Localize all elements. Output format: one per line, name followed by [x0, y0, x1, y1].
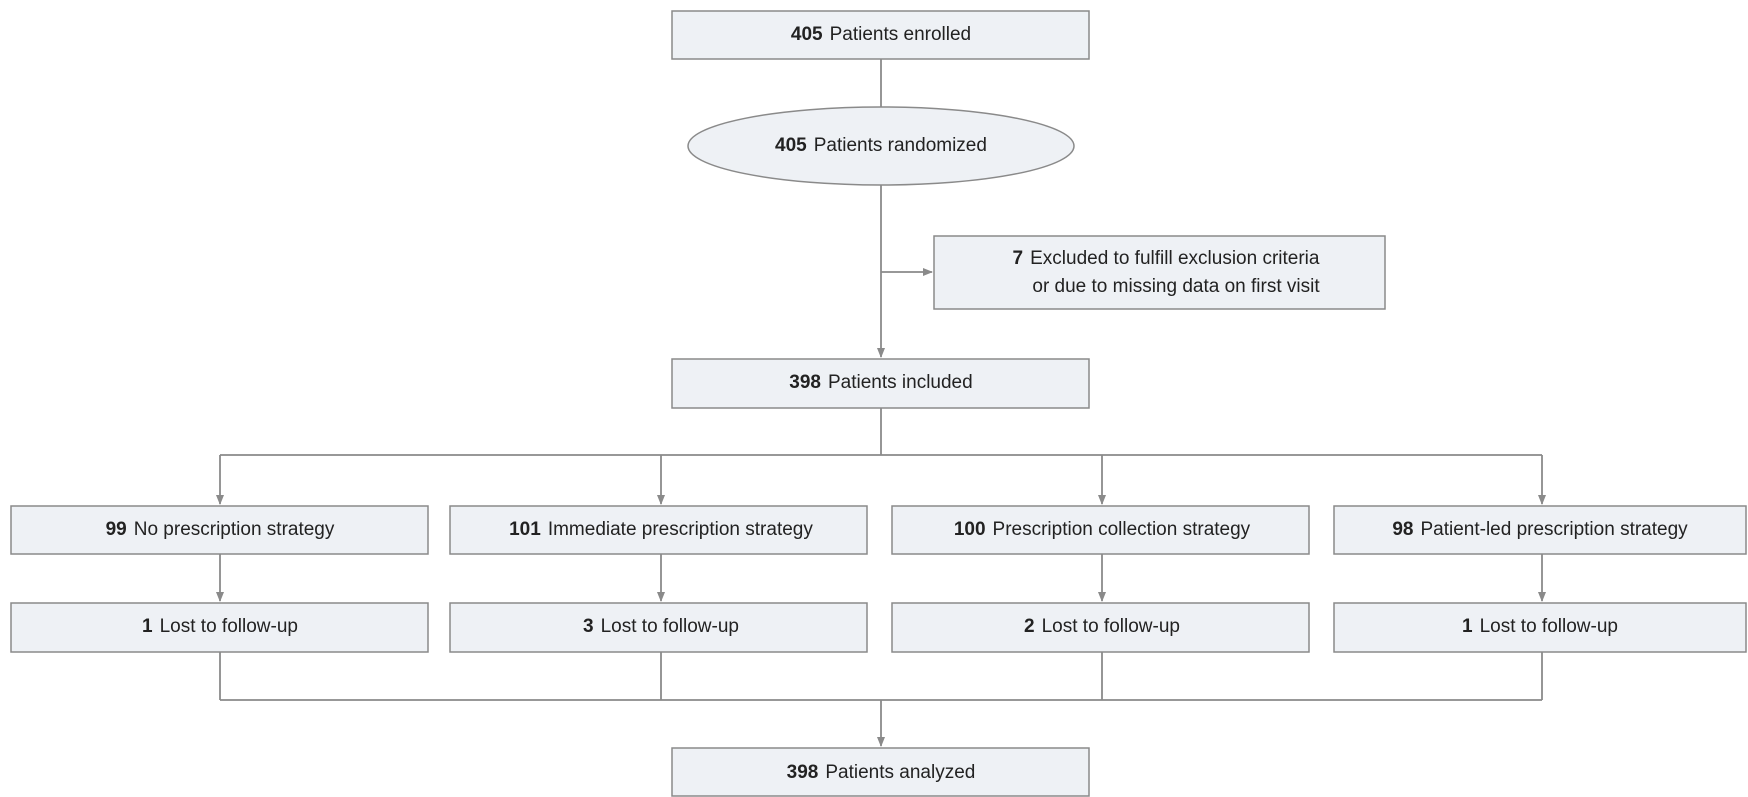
node-box — [1333, 602, 1747, 653]
node-box — [671, 10, 1090, 60]
node-text: 405 Patients enrolled — [791, 24, 971, 45]
count: 100 — [954, 519, 986, 540]
connectors — [216, 59, 1546, 747]
label: Patient-led prescription strategy — [1420, 519, 1688, 540]
count: 3 — [583, 616, 594, 637]
count: 98 — [1392, 519, 1413, 540]
node-box — [1333, 505, 1747, 555]
count: 99 — [106, 519, 127, 540]
node-box — [10, 505, 429, 555]
label: Patients included — [828, 372, 973, 393]
label: Excluded to fulfill exclusion criteria — [1030, 248, 1320, 269]
count: 1 — [142, 616, 153, 637]
node-box — [671, 747, 1090, 797]
node-text: 398 Patients analyzed — [787, 762, 976, 783]
label: Patients analyzed — [825, 762, 975, 783]
node-text: 98 Patient-led prescription strategy — [1392, 519, 1688, 540]
node-text: 101 Immediate prescription strategy — [509, 519, 813, 540]
node-box — [671, 358, 1090, 409]
node-text: 3 Lost to follow-up — [583, 616, 739, 637]
label: Patients enrolled — [830, 24, 972, 45]
count: 1 — [1462, 616, 1473, 637]
count: 101 — [509, 519, 541, 540]
count: 405 — [775, 135, 807, 156]
count: 398 — [787, 762, 819, 783]
node-box — [449, 602, 868, 653]
node-text: 7 Excluded to fulfill exclusion criteria — [1013, 248, 1320, 269]
node-box — [10, 602, 429, 653]
node-text: 99 No prescription strategy — [106, 519, 335, 540]
label: Immediate prescription strategy — [548, 519, 814, 540]
label: Lost to follow-up — [160, 616, 298, 637]
count: 7 — [1013, 248, 1024, 269]
node-text: or due to missing data on first visit — [1032, 276, 1320, 297]
label: No prescription strategy — [134, 519, 335, 540]
node-text: 100 Prescription collection strategy — [954, 519, 1251, 540]
node-ellipse — [687, 106, 1075, 186]
label: Lost to follow-up — [1480, 616, 1618, 637]
nodes: 405 Patients enrolled 405 Patients randomi… — [10, 10, 1747, 797]
node-box — [891, 505, 1310, 555]
node-text: 405 Patients randomized — [775, 135, 987, 156]
label: Patients randomized — [814, 135, 987, 156]
node-text: 398 Patients included — [789, 372, 972, 393]
node-text: 1 Lost to follow-up — [142, 616, 298, 637]
count: 398 — [789, 372, 821, 393]
node-box — [449, 505, 868, 555]
label: Lost to follow-up — [601, 616, 739, 637]
label: Prescription collection strategy — [993, 519, 1251, 540]
label: Lost to follow-up — [1042, 616, 1180, 637]
node-text: 2 Lost to follow-up — [1024, 616, 1180, 637]
node-box — [933, 235, 1386, 310]
node-text: 1 Lost to follow-up — [1462, 616, 1618, 637]
node-box — [891, 602, 1310, 653]
count: 405 — [791, 24, 823, 45]
count: 2 — [1024, 616, 1035, 637]
